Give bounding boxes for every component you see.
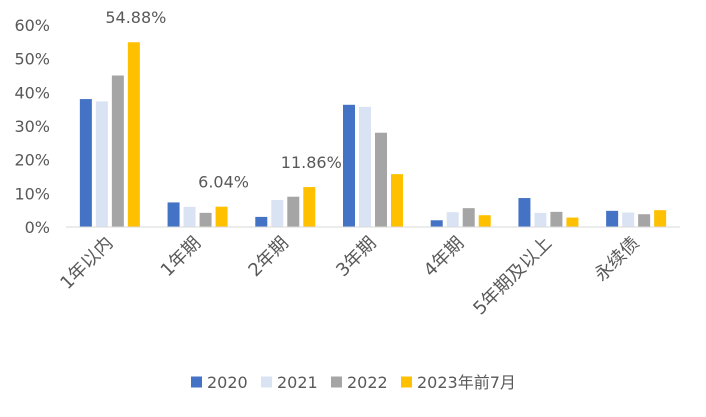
bar: [518, 198, 531, 227]
legend-swatch: [261, 376, 272, 388]
legend-swatch: [401, 376, 412, 388]
legend-item: 2022: [331, 373, 388, 392]
y-tick-label: 40%: [14, 83, 50, 102]
bar: [430, 220, 443, 227]
y-tick-label: 20%: [14, 151, 50, 170]
x-category-label: 3年期: [332, 233, 380, 281]
x-category-label: 1年以内: [56, 233, 117, 294]
bar: [478, 215, 491, 227]
x-category-label: 1年期: [157, 233, 205, 281]
bar: [462, 208, 475, 227]
legend-label: 2023年前7月: [417, 373, 516, 392]
x-axis-category-labels: 1年以内 1年期 2年期 3年期 4年期 5年期及以上 永续债: [56, 233, 643, 320]
legend-item: 2021: [261, 373, 318, 392]
bar: [446, 212, 459, 227]
bar: [534, 212, 547, 227]
data-label: 54.88%: [105, 8, 166, 27]
bar: [391, 174, 403, 227]
x-category-label: 2年期: [244, 233, 292, 281]
bar: [638, 214, 651, 227]
x-category-label: 4年期: [420, 233, 468, 281]
bar: [622, 212, 635, 227]
y-axis-tick-labels: 0% 10% 20% 30% 40% 50% 60%: [14, 16, 50, 237]
x-category-label: 5年期及以上: [469, 233, 556, 320]
x-category-label: 永续债: [591, 233, 644, 286]
bar: [606, 210, 619, 227]
data-label: 11.86%: [281, 153, 342, 172]
bar: [343, 104, 355, 227]
bar: [287, 196, 300, 227]
y-tick-label: 10%: [14, 184, 50, 203]
bar: [95, 101, 108, 227]
bar: [654, 210, 667, 227]
legend-label: 2020: [207, 373, 248, 392]
y-tick-label: 30%: [14, 117, 50, 136]
legend-item: 2020: [191, 373, 248, 392]
legend-item: 2023年前7月: [401, 373, 516, 392]
bar: [255, 216, 268, 227]
y-tick-label: 50%: [14, 50, 50, 69]
bar: [127, 42, 140, 227]
bar: [375, 132, 387, 227]
legend: 2020 2021 2022 2023年前7月: [191, 373, 516, 392]
bar-series-group: [79, 42, 667, 227]
bar: [550, 211, 563, 227]
y-tick-label: 60%: [14, 16, 50, 35]
bar: [167, 202, 180, 227]
legend-label: 2022: [347, 373, 388, 392]
bar: [566, 217, 579, 227]
bar: [111, 75, 124, 227]
data-labels-group: 54.88% 6.04% 11.86%: [105, 8, 341, 191]
legend-swatch: [191, 376, 202, 388]
data-label: 6.04%: [198, 173, 249, 192]
y-tick-label: 0%: [25, 218, 50, 237]
bar: [183, 206, 196, 227]
legend-label: 2021: [277, 373, 318, 392]
bar: [199, 212, 212, 227]
legend-swatch: [331, 376, 342, 388]
bar: [271, 200, 284, 227]
bar: [303, 187, 316, 227]
bar: [215, 206, 228, 227]
bar: [359, 106, 371, 227]
bar: [79, 99, 92, 227]
